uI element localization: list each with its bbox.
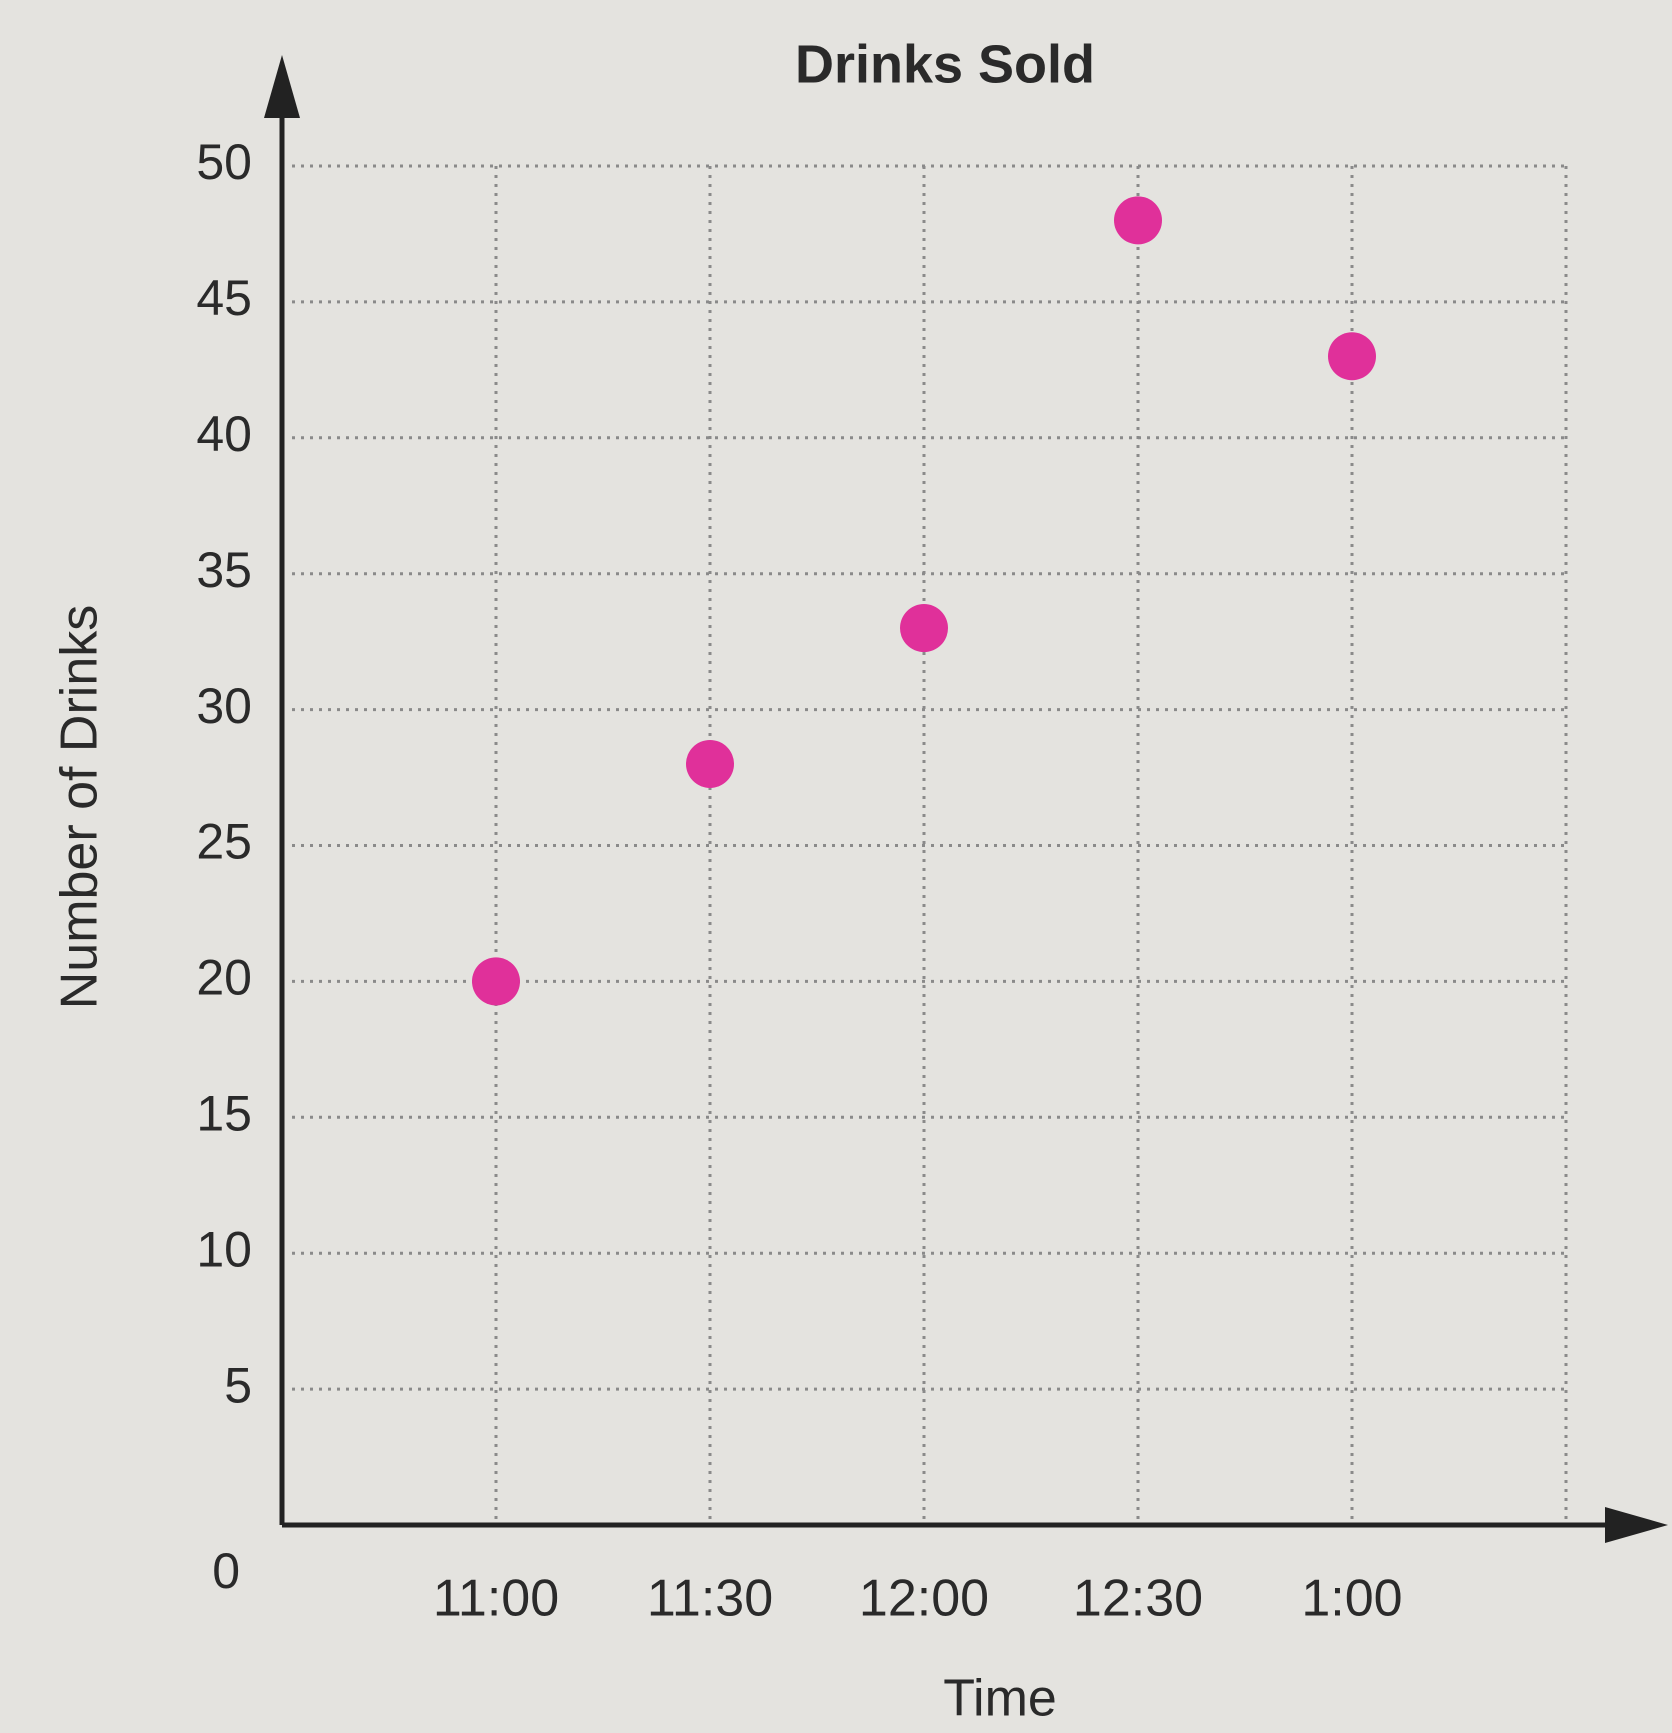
y-tick-label: 15 xyxy=(196,1086,252,1142)
chart-title: Drinks Sold xyxy=(795,34,1095,94)
y-tick-label: 45 xyxy=(196,270,252,326)
y-axis-title: Number of Drinks xyxy=(51,605,109,1010)
x-tick-label: 11:00 xyxy=(433,1570,559,1628)
point xyxy=(1114,196,1162,244)
y-tick-label: 30 xyxy=(196,678,252,734)
y-tick-label: 40 xyxy=(196,406,252,462)
point xyxy=(686,740,734,788)
y-tick-label: 20 xyxy=(196,950,252,1006)
point xyxy=(1328,332,1376,380)
x-tick-label: 11:30 xyxy=(647,1570,773,1628)
y-tick-label: 10 xyxy=(196,1221,252,1277)
y-tick-label: 25 xyxy=(196,814,252,870)
y-tick-label: 50 xyxy=(196,134,252,190)
point xyxy=(472,957,520,1005)
chart: Drinks Sold Time Number of Drinks 0 5 10 15… xyxy=(0,0,1672,1733)
x-tick-label: 1:00 xyxy=(1301,1570,1402,1628)
x-tick-label: 12:00 xyxy=(859,1570,989,1628)
y-tick-label: 0 xyxy=(212,1543,240,1599)
point xyxy=(900,604,948,652)
y-tick-label: 5 xyxy=(224,1357,252,1413)
x-tick-label: 12:30 xyxy=(1073,1570,1203,1628)
x-axis-title: Time xyxy=(943,1670,1057,1728)
y-tick-label: 35 xyxy=(196,542,252,598)
